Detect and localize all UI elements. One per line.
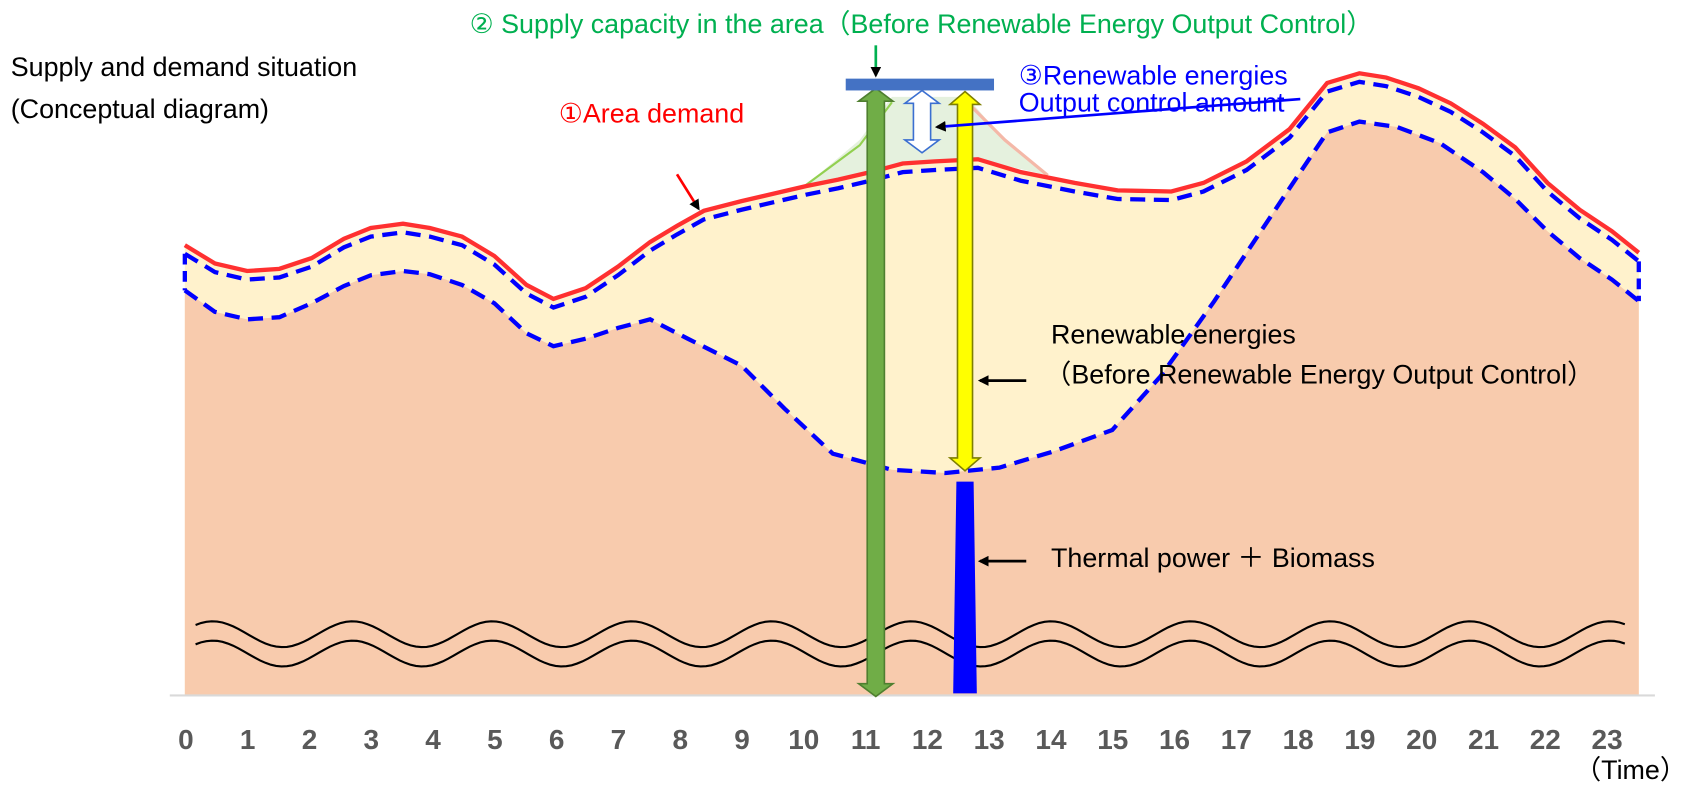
x-tick-label: 5 — [487, 724, 503, 755]
arrow — [902, 89, 942, 154]
wave — [195, 639, 1626, 668]
demand-line — [183, 71, 1641, 302]
control-label: Output control amount — [1019, 88, 1285, 118]
x-tick-label: 10 — [788, 724, 819, 755]
x-tick-label: 16 — [1159, 724, 1190, 755]
x-tick-label: 12 — [912, 724, 943, 755]
arrow — [856, 87, 896, 698]
x-axis: 0 1 2 3 4 5 6 7 8 9 10 11 12 13 14 15 16 17 18 19 20 21 22 23 — [178, 724, 1622, 755]
x-tick-label: 11 — [851, 724, 881, 755]
x-tick-label: 18 — [1283, 724, 1314, 755]
lower-dashed — [183, 119, 1641, 476]
curves — [169, 45, 1655, 698]
x-tick-label: 0 — [178, 724, 194, 755]
x-tick-label: 4 — [425, 724, 441, 755]
demand-label: ①Area demand — [559, 98, 744, 128]
supply-bar — [845, 78, 995, 91]
x-tick-label: 7 — [611, 724, 627, 755]
upper-dashed — [183, 79, 1641, 310]
control-label: ③Renewable energies — [1019, 61, 1288, 91]
title: Supply and demand situation — [11, 52, 357, 82]
x-tick-label: 8 — [672, 724, 688, 755]
renewable-label: （Before Renewable Energy Output Control） — [1045, 359, 1594, 389]
x-tick-label: 9 — [734, 724, 750, 755]
thermal-label: Thermal power ＋ Biomass — [1051, 543, 1375, 573]
supply-label: ② Supply capacity in the area（Before Ren… — [470, 9, 1373, 39]
arrow — [947, 90, 983, 472]
peak-line — [966, 101, 1049, 177]
x-tick-label: 2 — [302, 724, 318, 755]
arrow — [953, 481, 977, 694]
x-tick-label: 23 — [1592, 724, 1623, 755]
x-tick-label: 21 — [1468, 724, 1499, 755]
x-tick-label: 17 — [1221, 724, 1252, 755]
pointer — [675, 173, 700, 211]
thermal-area — [184, 121, 1639, 696]
x-tick-label: 20 — [1406, 724, 1437, 755]
x-tick-label: 14 — [1035, 724, 1067, 755]
x-tick-label: 15 — [1097, 724, 1128, 755]
axis-label: （Time） — [1574, 755, 1685, 785]
x-tick-label: 13 — [974, 724, 1005, 755]
x-tick-label: 1 — [240, 724, 256, 755]
x-tick-label: 19 — [1344, 724, 1375, 755]
renewable-label: Renewable energies — [1051, 320, 1296, 350]
title: (Conceptual diagram) — [11, 94, 269, 124]
x-tick-label: 3 — [364, 724, 380, 755]
x-tick-label: 22 — [1530, 724, 1561, 755]
pointer — [934, 97, 1301, 132]
wave — [195, 620, 1626, 649]
x-tick-label: 6 — [549, 724, 565, 755]
